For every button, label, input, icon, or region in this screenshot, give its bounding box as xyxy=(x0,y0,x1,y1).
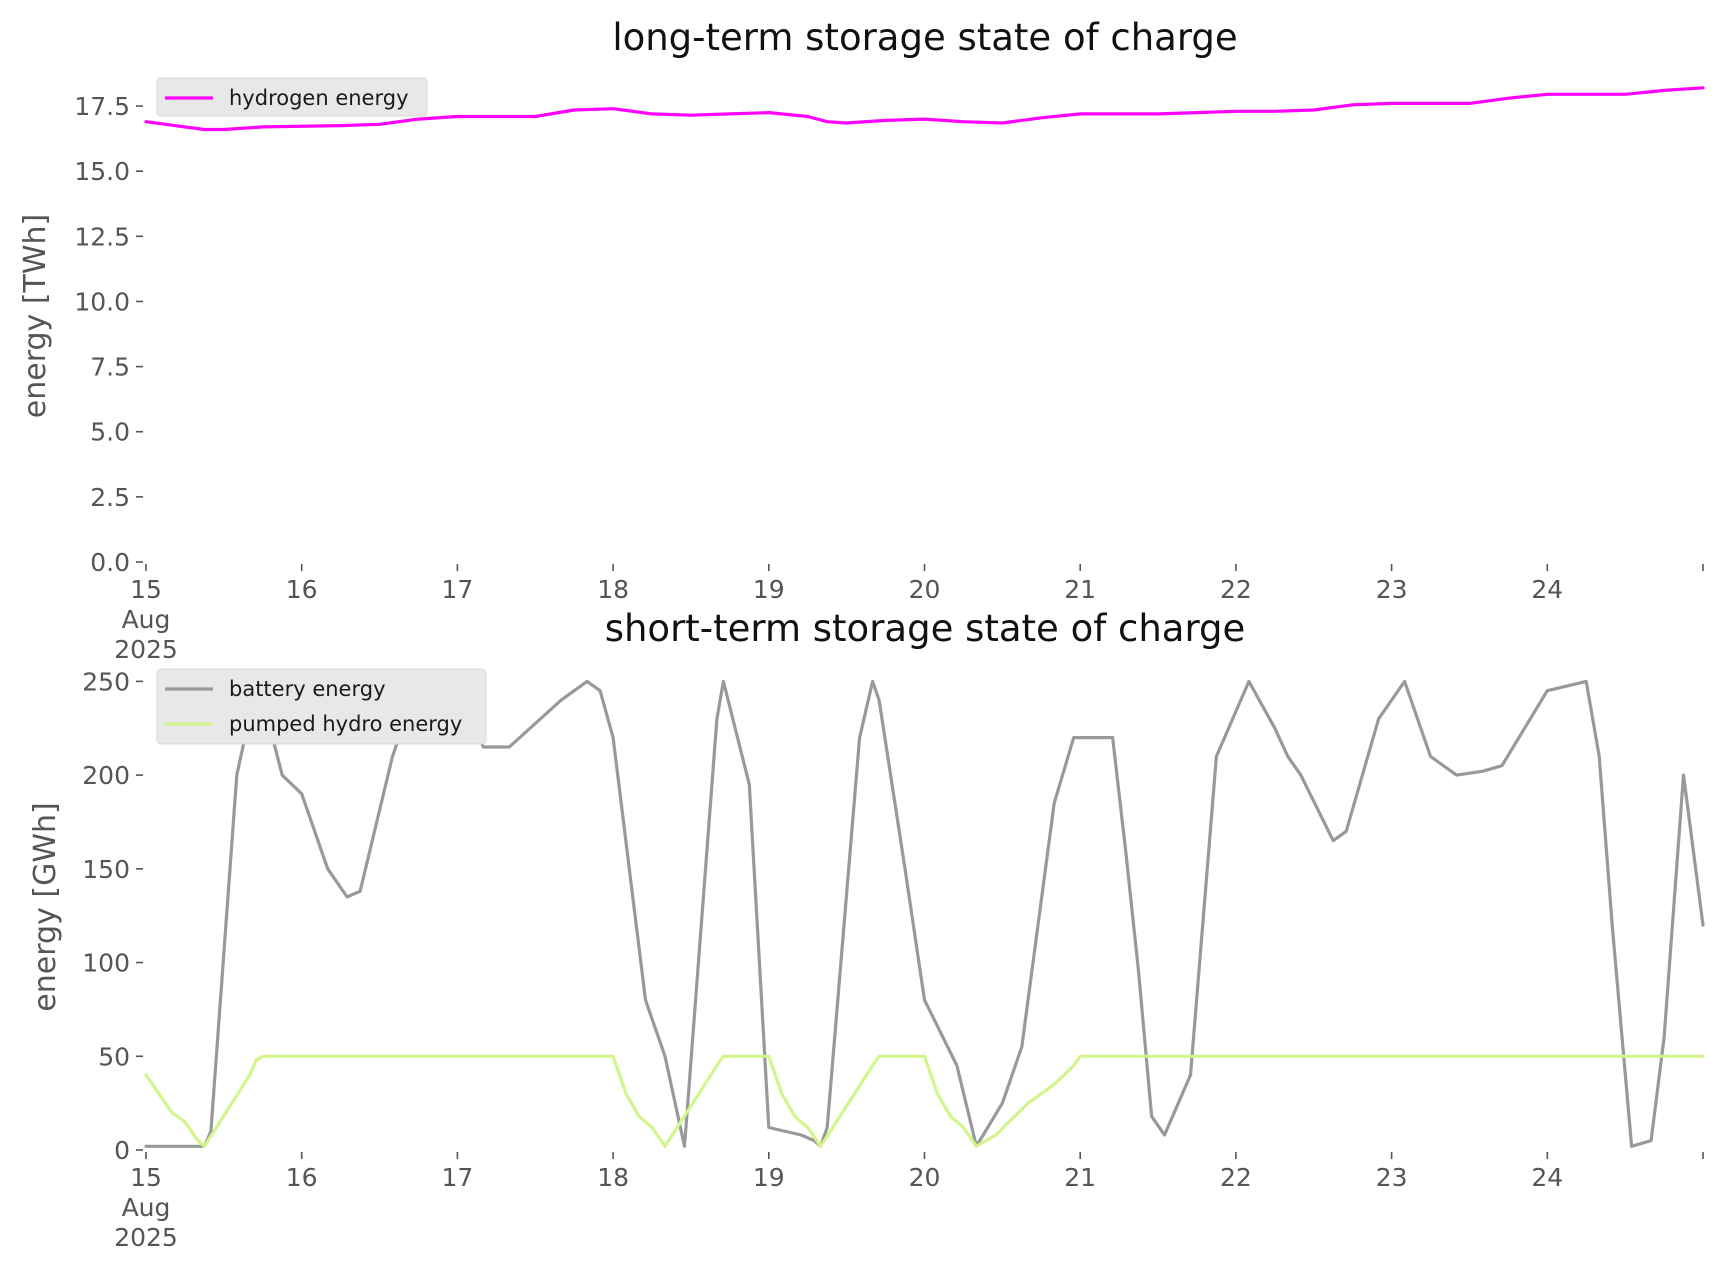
y-tick-label: 250 xyxy=(82,667,130,696)
x-tick-sublabel: 2025 xyxy=(114,1223,178,1252)
x-tick-label: 20 xyxy=(909,575,941,604)
hydrogen-energy-line xyxy=(144,86,1705,132)
legend-box xyxy=(156,668,487,745)
y-tick-label: 15.0 xyxy=(74,157,130,186)
x-tick-label: 22 xyxy=(1220,1163,1252,1192)
y-axis: 0.0 2.5 5.0 7.5 10.0 12.5 15.0 17.5 xyxy=(74,92,143,577)
y-tick-label: 150 xyxy=(82,855,130,884)
x-tick-label: 22 xyxy=(1220,575,1252,604)
x-tick-label: 15 xyxy=(130,1163,162,1192)
x-tick-label: 18 xyxy=(597,575,629,604)
chart-title: long-term storage state of charge xyxy=(612,16,1237,59)
y-tick-label: 10.0 xyxy=(74,287,130,316)
battery-energy-line xyxy=(144,679,1705,1148)
y-tick-label: 50 xyxy=(98,1042,130,1071)
y-tick-label: 2.5 xyxy=(90,483,130,512)
x-tick-label: 19 xyxy=(753,575,785,604)
y-tick-label: 7.5 xyxy=(90,353,130,382)
x-tick-label: 16 xyxy=(286,575,318,604)
y-tick-label: 17.5 xyxy=(74,92,130,121)
x-tick-label: 19 xyxy=(753,1163,785,1192)
y-tick-label: 12.5 xyxy=(74,222,130,251)
x-tick-label: 16 xyxy=(286,1163,318,1192)
y-tick-label: 5.0 xyxy=(90,418,130,447)
legend: battery energy pumped hydro energy xyxy=(156,668,487,745)
x-tick-label: 21 xyxy=(1064,575,1096,604)
y-axis: 0 50 100 150 200 250 xyxy=(82,667,143,1165)
y-axis-label: energy [GWh] xyxy=(28,802,63,1011)
x-tick-label: 23 xyxy=(1376,575,1408,604)
x-tick-label: 24 xyxy=(1531,1163,1563,1192)
x-tick-label: 17 xyxy=(441,1163,473,1192)
y-tick-label: 0 xyxy=(114,1136,130,1165)
x-tick-label: 23 xyxy=(1376,1163,1408,1192)
y-axis-label: energy [TWh] xyxy=(18,214,53,418)
plot-lines xyxy=(144,679,1705,1148)
x-tick-label: 17 xyxy=(441,575,473,604)
legend-label: pumped hydro energy xyxy=(229,712,462,736)
legend-box xyxy=(156,77,428,117)
chart-title: short-term storage state of charge xyxy=(605,607,1246,650)
legend-label: hydrogen energy xyxy=(229,86,409,110)
x-tick-label: 24 xyxy=(1531,575,1563,604)
x-tick-sublabel: Aug xyxy=(122,1193,171,1222)
y-tick-label: 100 xyxy=(82,949,130,978)
pumped-hydro-energy-line xyxy=(144,1054,1705,1148)
x-tick-label: 20 xyxy=(909,1163,941,1192)
plot-lines xyxy=(144,86,1705,132)
long-term-storage-chart: long-term storage state of charge energy… xyxy=(18,16,1705,664)
x-tick-label: 21 xyxy=(1064,1163,1096,1192)
x-tick-sublabel: 2025 xyxy=(114,635,178,664)
y-tick-label: 200 xyxy=(82,761,130,790)
x-tick-label: 18 xyxy=(597,1163,629,1192)
short-term-storage-chart: short-term storage state of charge energ… xyxy=(28,607,1705,1252)
x-tick-sublabel: Aug xyxy=(122,605,171,634)
legend-label: battery energy xyxy=(229,677,386,701)
y-tick-label: 0.0 xyxy=(90,548,130,577)
legend: hydrogen energy xyxy=(156,77,428,117)
x-tick-label: 15 xyxy=(130,575,162,604)
